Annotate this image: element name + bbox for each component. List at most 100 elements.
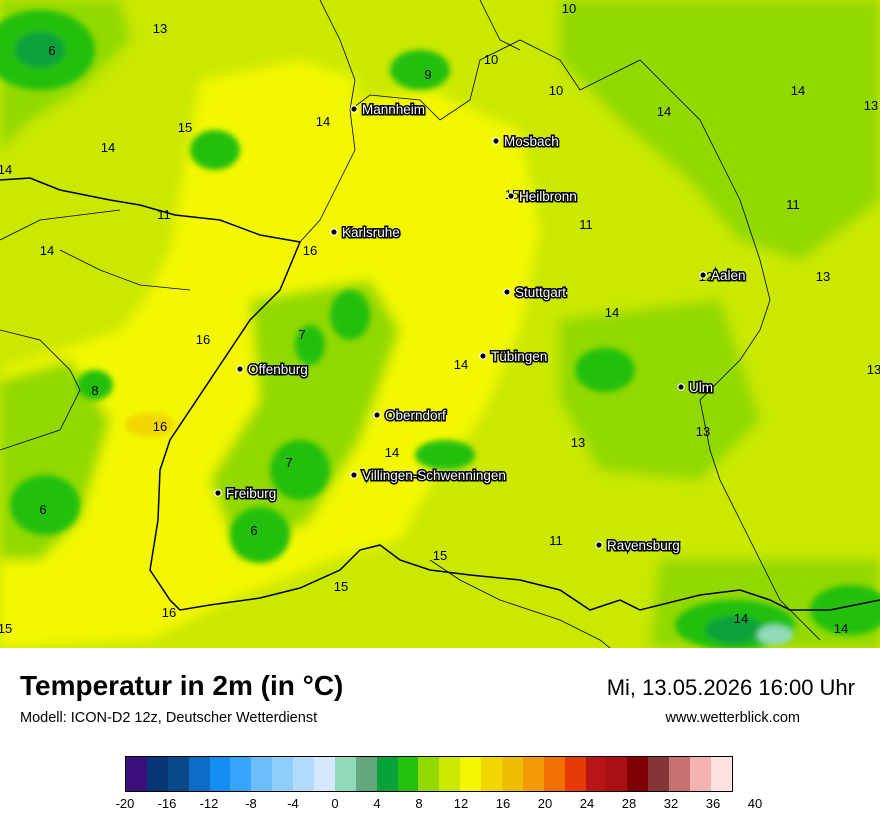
city-label: Mosbach (504, 134, 559, 149)
city-marker: Mannheim (350, 101, 427, 119)
city-dot (507, 192, 515, 200)
colorbar-segment (146, 757, 168, 791)
temperature-colorbar (125, 756, 733, 792)
isotherm-value: 14 (834, 621, 848, 636)
colorbar-segment (564, 757, 586, 791)
city-dot (373, 411, 381, 419)
isotherm-value: 13 (816, 269, 830, 284)
city-marker: Mosbach (492, 133, 560, 151)
website-link[interactable]: www.wetterblick.com (665, 710, 800, 726)
colorbar-tick: 8 (415, 796, 423, 811)
isotherm-value: 14 (791, 83, 805, 98)
colorbar-segment (397, 757, 419, 791)
city-label: Tübingen (491, 349, 547, 364)
city-dot (214, 489, 222, 497)
colorbar-segment (126, 757, 147, 791)
colorbar-tick: -8 (245, 796, 257, 811)
isotherm-value: 10 (484, 52, 498, 67)
colorbar-segment (627, 757, 649, 791)
colorbar-segment (522, 757, 544, 791)
city-marker: Ulm (677, 379, 715, 397)
city-label: Mannheim (362, 102, 425, 117)
city-marker: Karlsruhe (330, 224, 401, 242)
city-markers: Mannheim Mosbach Heilbronn Karlsruhe Stuttga… (214, 101, 747, 555)
map-title: Temperatur in 2m (in °C) (20, 670, 344, 701)
colorbar-tick: -4 (287, 796, 299, 811)
isotherm-value: 11 (579, 217, 593, 232)
city-dot (699, 271, 707, 279)
isotherm-value: 13 (696, 424, 710, 439)
cool-patches (0, 10, 880, 648)
isotherm-value: 13 (867, 362, 880, 377)
city-dot (492, 137, 500, 145)
isotherm-value: 11 (786, 197, 800, 212)
model-source: Modell: ICON-D2 12z, Deutscher Wetterdie… (20, 710, 318, 726)
colorbar-segment (293, 757, 315, 791)
isotherm-value: 16 (303, 243, 317, 258)
colorbar-segment (418, 757, 440, 791)
isotherm-value: 13 (571, 435, 585, 450)
city-marker: Oberndorf (373, 407, 448, 425)
isotherm-value: 10 (549, 83, 563, 98)
city-label: Stuttgart (515, 285, 566, 300)
colorbar-segment (502, 757, 523, 791)
city-dot (677, 383, 685, 391)
isotherm-value: 14 (657, 104, 671, 119)
colorbar-segment (188, 757, 210, 791)
colorbar-segment (314, 757, 335, 791)
colorbar-segment (481, 757, 503, 791)
city-label: Karlsruhe (342, 225, 400, 240)
colorbar-segment (460, 757, 482, 791)
city-label: Villingen-Schwenningen (362, 468, 506, 483)
isotherm-value: 14 (316, 114, 330, 129)
colorbar-tick-labels: -20 -16 -12 -8 -4 0 4 8 12 16 20 24 28 32 36 40 (0, 796, 880, 814)
city-label: Aalen (711, 268, 746, 283)
city-label: Ravensburg (607, 538, 680, 553)
isotherm-value: 14 (454, 357, 468, 372)
isotherm-value: 11 (549, 533, 563, 548)
city-marker: Ravensburg (595, 537, 681, 555)
isotherm-value: 16 (162, 605, 176, 620)
colorbar-segment (209, 757, 231, 791)
isotherm-value: 15 (0, 621, 12, 636)
map-canvas: 1061310910141413151414141111151116141213… (0, 0, 880, 648)
isotherm-value: 10 (562, 1, 576, 16)
isotherm-value: 11 (157, 207, 171, 222)
city-marker: Offenburg (236, 361, 309, 379)
colorbar-tick: 16 (495, 796, 511, 811)
isotherm-value: 15 (334, 579, 348, 594)
colorbar-segment (669, 757, 691, 791)
colorbar-segment (334, 757, 356, 791)
city-marker: Heilbronn (507, 188, 578, 206)
colorbar-segment (690, 757, 711, 791)
colorbar-tick: -12 (199, 796, 219, 811)
country-borders (0, 177, 880, 611)
colorbar-tick: 24 (579, 796, 595, 811)
temperature-map: 1061310910141413151414141111151116141213… (0, 0, 880, 648)
isotherm-value: 14 (605, 305, 619, 320)
city-label: Oberndorf (385, 408, 446, 423)
city-label: Freiburg (226, 486, 276, 501)
colorbar-tick: 36 (705, 796, 721, 811)
isotherm-value: 16 (196, 332, 210, 347)
city-dot (350, 471, 358, 479)
city-label: Heilbronn (519, 189, 577, 204)
city-dot (330, 228, 338, 236)
isotherm-value: 7 (298, 327, 305, 342)
colorbar-segment (439, 757, 461, 791)
city-dot (479, 352, 487, 360)
city-label: Offenburg (248, 362, 308, 377)
colorbar-segment (251, 757, 273, 791)
colorbar-tick: 12 (453, 796, 469, 811)
colorbar-tick: 20 (537, 796, 553, 811)
colorbar-tick: -20 (115, 796, 135, 811)
isotherm-value: 6 (250, 523, 257, 538)
city-marker: Villingen-Schwenningen (350, 467, 507, 485)
isotherm-value: 13 (864, 98, 878, 113)
city-marker: Freiburg (214, 485, 278, 503)
isotherm-value: 14 (40, 243, 54, 258)
colorbar-tick: 4 (373, 796, 381, 811)
city-dot (236, 365, 244, 373)
isotherm-value: 9 (424, 67, 431, 82)
isotherm-value: 14 (385, 445, 399, 460)
